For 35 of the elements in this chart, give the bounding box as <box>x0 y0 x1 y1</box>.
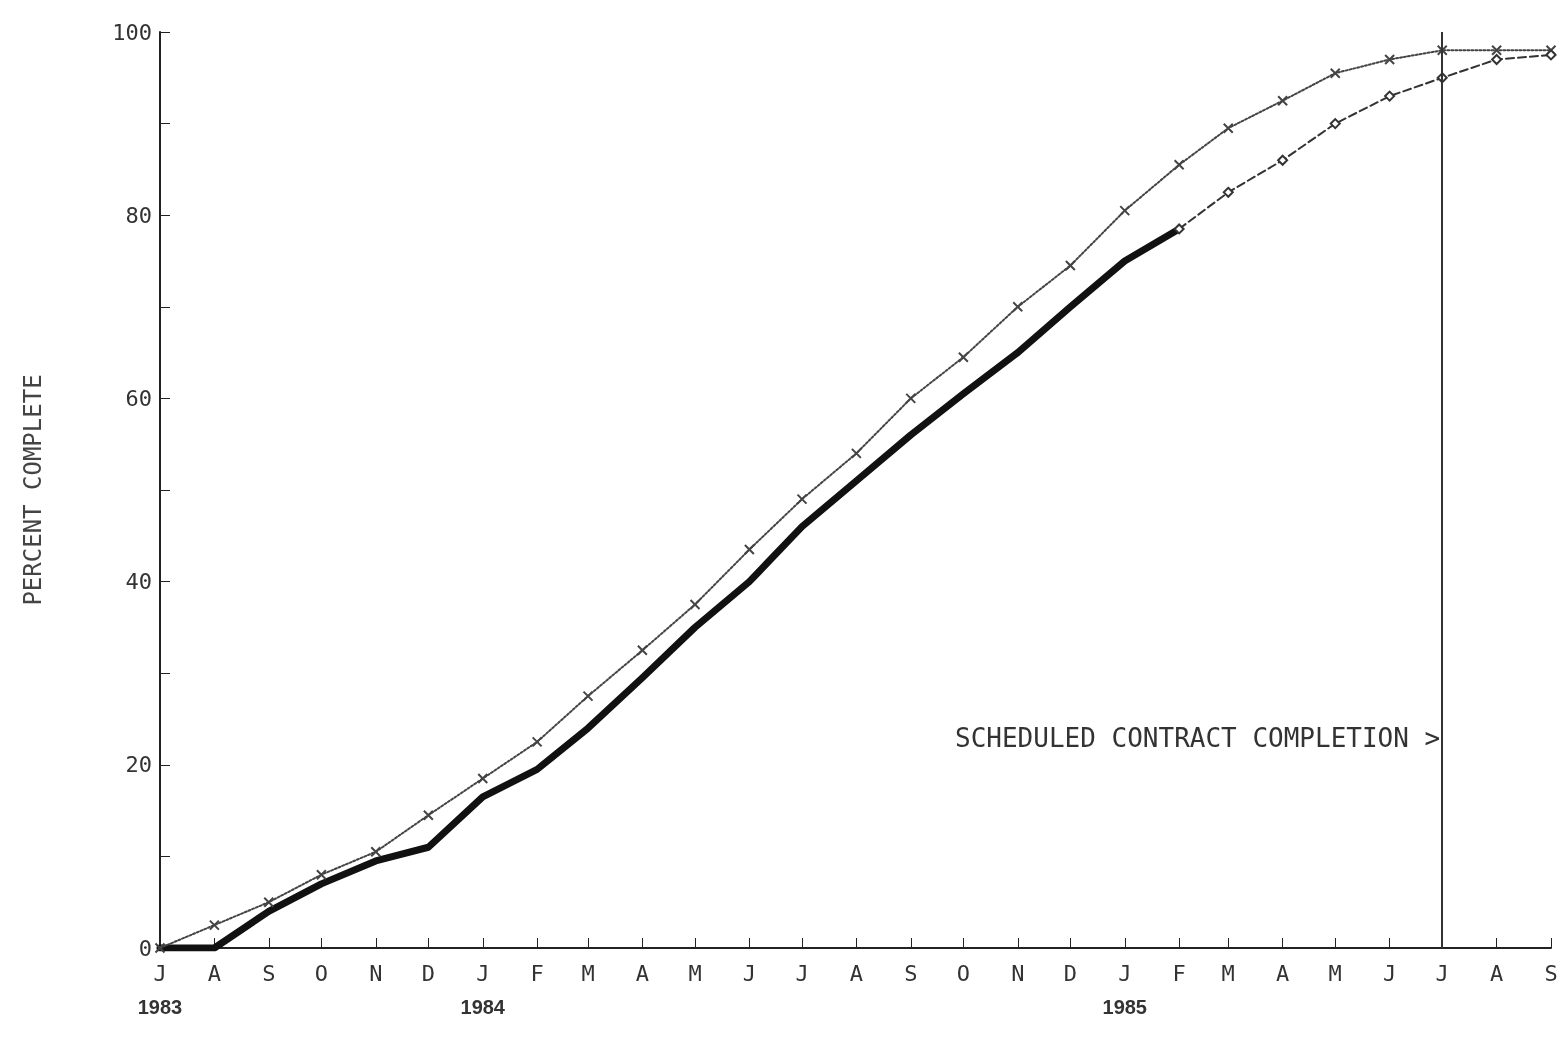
y-tick-label: 40 <box>125 569 152 595</box>
x-tick-label: A <box>207 960 221 986</box>
x-tick-label: O <box>956 960 970 986</box>
x-tick-label: J 1984 <box>460 960 506 1018</box>
x-tick-label: J 1985 <box>1102 960 1147 1018</box>
x-tick-label: A <box>1276 960 1290 986</box>
ref-line-label: SCHEDULED CONTRACT COMPLETION > <box>954 723 1441 753</box>
x-tick-label: N <box>1011 960 1025 986</box>
x-tick-label: D <box>421 960 435 986</box>
x-tick-label: A <box>849 960 863 986</box>
x-tick-label: S <box>262 960 276 986</box>
y-tick-label: 0 <box>138 935 152 961</box>
y-tick-label: 20 <box>125 752 152 778</box>
x-tick-label: J <box>742 960 756 986</box>
x-tick-label: A <box>1490 960 1504 986</box>
x-tick-label: F <box>1172 960 1186 986</box>
x-tick-label: D <box>1063 960 1077 986</box>
x-tick-label: J <box>1383 960 1397 986</box>
x-tick-label: O <box>314 960 328 986</box>
x-tick-label: M <box>1328 960 1342 986</box>
y-axis-title: PERCENT COMPLETE <box>19 374 47 606</box>
x-tick-label: N <box>369 960 383 986</box>
y-tick-label: 100 <box>112 19 152 45</box>
x-tick-label: F <box>530 960 544 986</box>
y-tick-label: 80 <box>125 202 152 228</box>
x-tick-label: S <box>904 960 918 986</box>
x-tick-label: J <box>1435 960 1449 986</box>
y-tick-label: 60 <box>125 385 152 411</box>
x-tick-label: S <box>1544 960 1558 986</box>
x-tick-label: J <box>795 960 809 986</box>
x-tick-label: J 1983 <box>137 960 183 1018</box>
x-tick-label: M <box>688 960 702 986</box>
x-tick-label: M <box>581 960 595 986</box>
x-tick-label: M <box>1221 960 1235 986</box>
x-tick-label: A <box>635 960 649 986</box>
